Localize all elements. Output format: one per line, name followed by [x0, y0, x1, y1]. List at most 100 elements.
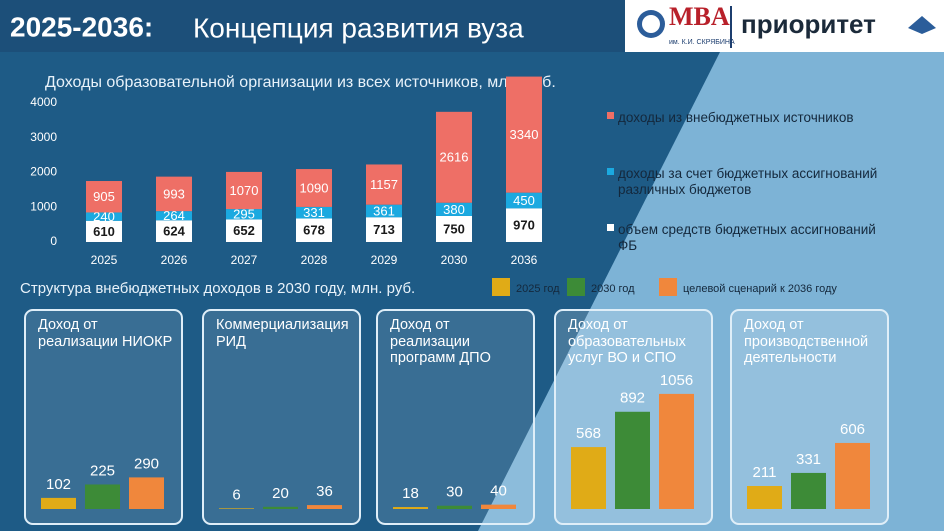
bar: [481, 504, 516, 509]
bar-value-label: 211: [753, 464, 777, 481]
bar-segment: [86, 212, 122, 221]
bar: [747, 486, 782, 509]
bar: [791, 472, 826, 509]
panel: [24, 309, 183, 525]
legend-swatch: [659, 278, 677, 296]
bar-value-label: 1090: [300, 180, 329, 195]
bar-value-label: 40: [490, 483, 507, 500]
legend-swatch: [607, 168, 614, 175]
bar-value-label: 750: [443, 221, 465, 236]
bar-value-label: 892: [620, 390, 645, 407]
bar-segment: [296, 169, 332, 207]
bar-value-label: 2616: [440, 150, 469, 165]
bar-value-label: 20: [272, 485, 289, 502]
bar-value-label: 361: [373, 203, 395, 218]
x-tick-label: 2036: [511, 253, 538, 267]
bar-segment: [156, 220, 192, 242]
legend-label: доходы за счет бюджетных ассигнований ра…: [618, 166, 878, 197]
bar-segment: [436, 111, 472, 203]
bar: [41, 497, 76, 509]
bar-value-label: 652: [233, 223, 255, 238]
bar: [659, 393, 694, 509]
legend-label: объем средств бюджетных ассигнований ФБ: [618, 222, 876, 253]
emblem-inner: [642, 15, 660, 33]
legend-swatch: [567, 278, 585, 296]
bar-segment: [436, 202, 472, 216]
bar-value-label: 18: [402, 485, 419, 502]
panel-title: Доход от производственной деятельности: [744, 317, 869, 367]
bar-segment: [156, 176, 192, 212]
bar-value-label: 610: [93, 224, 115, 239]
bar-value-label: 450: [513, 193, 535, 208]
bar-value-label: 624: [163, 224, 185, 239]
logo-area: [625, 0, 944, 52]
program-icon: [908, 16, 936, 34]
bar-segment: [506, 76, 542, 193]
bar: [437, 505, 472, 509]
y-tick-label: 2000: [30, 165, 57, 179]
panel-title: Доход от реализации НИОКР: [38, 317, 173, 350]
y-tick-label: 1000: [30, 199, 57, 213]
bar-segment: [506, 208, 542, 242]
bar-value-label: 568: [576, 425, 601, 442]
bar: [85, 484, 120, 509]
panel-title: Доход от образовательных услуг ВО и СПО: [568, 317, 686, 367]
bar-value-label: 225: [90, 462, 115, 479]
bar: [393, 507, 428, 509]
bar-value-label: 36: [316, 483, 333, 500]
legend-label: целевой сценарий к 2036 году: [683, 283, 837, 295]
bar-value-label: 1157: [370, 177, 398, 192]
bar-value-label: 606: [840, 421, 865, 438]
legend-swatch: [607, 224, 614, 231]
bar: [129, 477, 164, 509]
bar-segment: [156, 211, 192, 221]
bar-value-label: 290: [134, 455, 159, 472]
bar-segment: [86, 181, 122, 213]
bar-segment: [296, 218, 332, 242]
bar-value-label: 102: [46, 476, 71, 493]
bar-value-label: 331: [303, 205, 325, 220]
x-tick-label: 2028: [301, 253, 328, 267]
bar-value-label: 678: [303, 223, 325, 238]
legend-label: 2030 год: [591, 283, 635, 295]
y-tick-label: 3000: [30, 130, 57, 144]
main-title: Доходы образовательной организации из вс…: [45, 74, 556, 91]
bar-segment: [296, 206, 332, 219]
y-tick-label: 0: [50, 234, 57, 248]
bar-value-label: 295: [233, 207, 255, 222]
structure-title: Структура внебюджетных доходов в 2030 го…: [20, 280, 415, 297]
bar-segment: [226, 171, 262, 210]
bar-segment: [226, 219, 262, 242]
bar-value-label: 1056: [660, 372, 693, 389]
bar-value-label: 1070: [230, 183, 259, 198]
bar-value-label: 240: [93, 209, 115, 224]
light-band: [478, 52, 944, 531]
x-tick-label: 2029: [371, 253, 398, 267]
x-tick-label: 2030: [441, 253, 468, 267]
bar-value-label: 331: [796, 451, 821, 468]
bar-segment: [366, 204, 402, 218]
bar: [263, 506, 298, 509]
legend-swatch: [492, 278, 510, 296]
bar: [615, 411, 650, 509]
y-tick-label: 4000: [30, 95, 57, 109]
bar-value-label: 993: [163, 186, 185, 201]
bar-segment: [226, 209, 262, 220]
legend-swatch: [607, 112, 614, 119]
bar-value-label: 713: [373, 222, 395, 237]
bar-value-label: 380: [443, 202, 465, 217]
bar-segment: [366, 164, 402, 205]
legend-label: 2025 год: [516, 283, 560, 295]
bar-value-label: 264: [163, 208, 185, 223]
bar-value-label: 905: [93, 189, 115, 204]
bar-value-label: 970: [513, 218, 535, 233]
header-title: Концепция развития вуза: [193, 12, 524, 43]
bar-segment: [436, 215, 472, 242]
bar-value-label: 6: [232, 486, 240, 503]
panel: [376, 309, 535, 525]
x-tick-label: 2026: [161, 253, 188, 267]
bar-segment: [506, 192, 542, 209]
bar-value-label: 3340: [510, 127, 539, 142]
header-band: [0, 0, 625, 52]
